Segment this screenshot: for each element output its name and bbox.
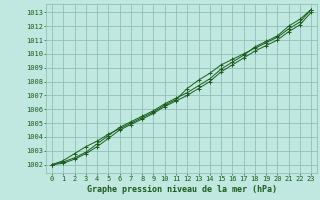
X-axis label: Graphe pression niveau de la mer (hPa): Graphe pression niveau de la mer (hPa) (87, 185, 276, 194)
